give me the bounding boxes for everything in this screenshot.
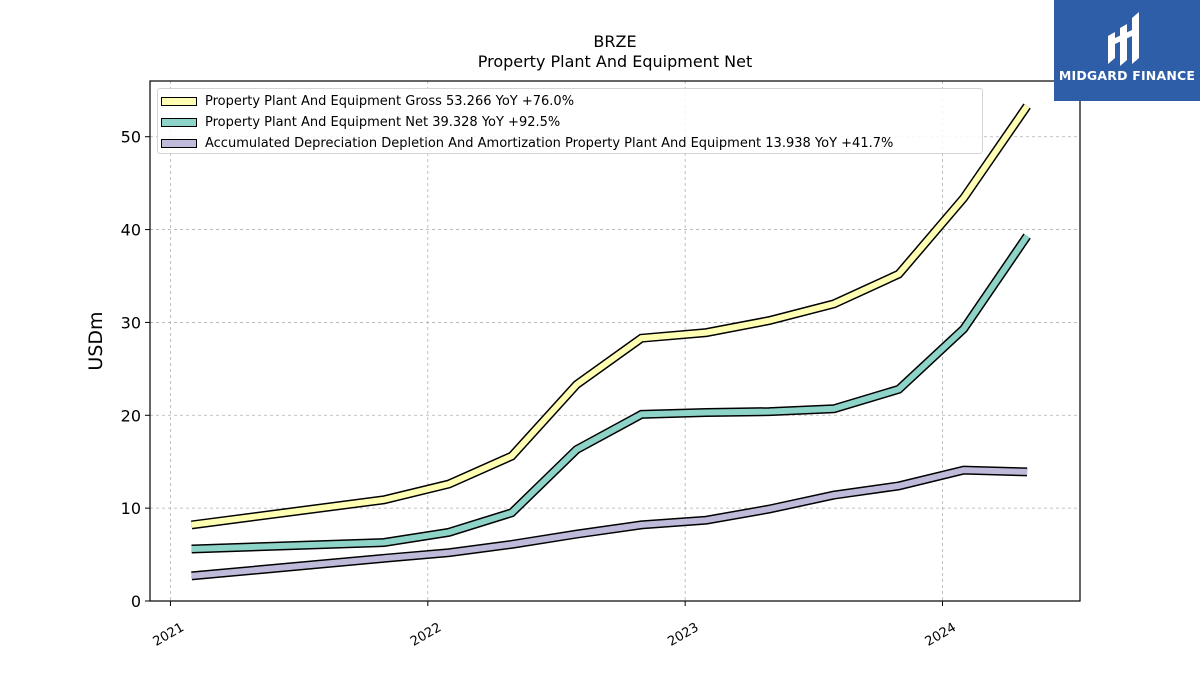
- legend-swatch-net: [161, 117, 197, 127]
- y-tick-label: 10: [121, 499, 141, 518]
- legend-item-depreciation: Accumulated Depreciation Depletion And A…: [161, 134, 893, 152]
- series-outline-net: [191, 233, 1031, 554]
- grid-layer: [150, 81, 1080, 601]
- x-tick-label: 2021: [151, 620, 187, 650]
- x-tick-label: 2022: [408, 620, 444, 650]
- y-tick-label: 0: [131, 592, 141, 611]
- legend-label-net: Property Plant And Equipment Net 39.328 …: [205, 114, 561, 130]
- legend-item-gross: Property Plant And Equipment Gross 53.26…: [161, 92, 574, 110]
- series-line-depreciation: [191, 467, 1028, 579]
- series-line-net: [191, 234, 1030, 552]
- legend-swatch-gross: [161, 96, 197, 106]
- y-axis-label: USDm: [85, 311, 107, 370]
- chart-title: BRZE: [593, 32, 637, 51]
- plot-frame: [149, 80, 1081, 602]
- y-tick-label: 30: [121, 313, 141, 332]
- legend-swatch-depreciation: [161, 138, 197, 148]
- series-depreciation: [191, 465, 1028, 581]
- series-layer: [191, 103, 1031, 581]
- midgard-finance-logo: MIDGARD FINANCE: [1054, 0, 1200, 101]
- x-tick-label: 2023: [665, 620, 701, 650]
- y-tick-label: 20: [121, 406, 141, 425]
- legend-item-net: Property Plant And Equipment Net 39.328 …: [161, 113, 560, 131]
- legend-label-gross: Property Plant And Equipment Gross 53.26…: [205, 93, 575, 109]
- legend-label-depreciation: Accumulated Depreciation Depletion And A…: [205, 135, 894, 151]
- midgard-logo-icon: [1108, 12, 1139, 66]
- series-gross: [191, 103, 1031, 530]
- legend: Property Plant And Equipment Gross 53.26…: [157, 88, 983, 154]
- y-tick-label: 40: [121, 221, 141, 240]
- series-net: [191, 233, 1031, 554]
- series-line-gross: [191, 104, 1030, 528]
- x-tick-label: 2024: [923, 620, 959, 650]
- chart-subtitle: Property Plant And Equipment Net: [477, 52, 753, 71]
- series-outline-gross: [191, 103, 1031, 530]
- y-tick-label: 50: [121, 128, 141, 147]
- logo-text: MIDGARD FINANCE: [1058, 68, 1196, 83]
